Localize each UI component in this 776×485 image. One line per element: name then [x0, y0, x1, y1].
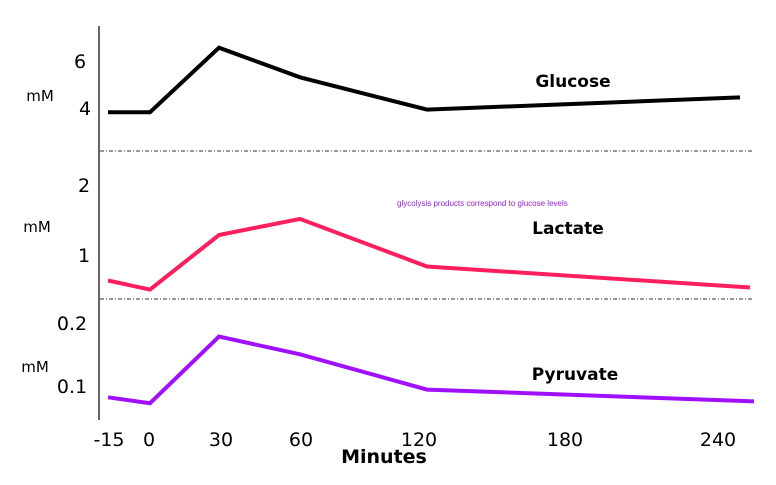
pyruvate-line: [107, 334, 755, 406]
lactate-line: [107, 216, 751, 292]
xtick-0: 0: [143, 429, 155, 451]
pyruvate-ytick-0.2: 0.2: [57, 313, 87, 335]
xtick-120: 120: [401, 429, 437, 451]
pyruvate-ytick-0.1: 0.1: [57, 376, 87, 398]
pyruvate-label: Pyruvate: [532, 365, 619, 385]
glucose-ytick-6: 6: [74, 51, 86, 73]
annotation-note: glycolysis products correspond to glucos…: [397, 199, 568, 208]
lactate-ytick-1: 1: [78, 245, 90, 267]
glucose-unit: mM: [26, 87, 54, 105]
xtick-30: 30: [209, 429, 233, 451]
lactate-label: Lactate: [532, 219, 604, 239]
xtick-240: 240: [700, 429, 736, 451]
lactate-ytick-2: 2: [78, 175, 90, 197]
glucose-line: [108, 45, 741, 115]
x-axis-label: Minutes: [341, 446, 427, 468]
glucose-ytick-4: 4: [79, 98, 91, 120]
glucose-label: Glucose: [535, 72, 610, 92]
pyruvate-unit: mM: [21, 358, 49, 376]
lactate-unit: mM: [23, 218, 51, 236]
xtick-minus15: -15: [93, 429, 124, 451]
xtick-60: 60: [289, 429, 313, 451]
xtick-180: 180: [547, 429, 583, 451]
